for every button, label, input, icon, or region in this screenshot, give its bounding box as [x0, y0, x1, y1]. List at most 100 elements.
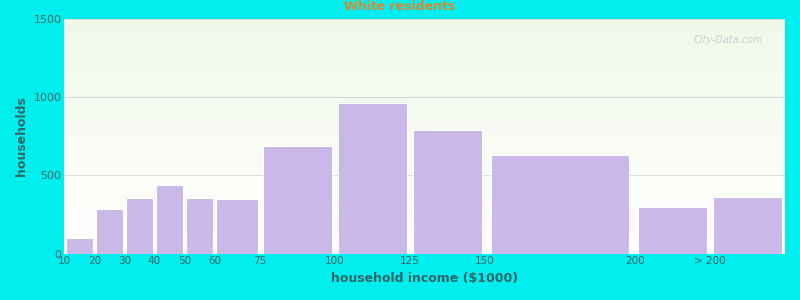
Bar [64, 213, 785, 214]
Bar [64, 34, 785, 35]
Bar [64, 127, 785, 128]
Bar [64, 155, 785, 156]
Bar [64, 223, 785, 224]
Bar [64, 61, 785, 62]
Bar [64, 27, 785, 28]
Bar [64, 73, 785, 74]
Bar [64, 164, 785, 166]
Bar [64, 91, 785, 92]
Bar [64, 48, 785, 50]
Bar [64, 247, 785, 248]
Bar [64, 163, 785, 164]
Bar [64, 93, 785, 94]
Bar [64, 240, 785, 241]
Text: White residents: White residents [345, 0, 455, 13]
Bar [64, 141, 785, 142]
Bar [64, 79, 785, 80]
Bar [64, 231, 785, 232]
Bar [64, 228, 785, 229]
Bar [64, 250, 785, 251]
Bar [64, 45, 785, 46]
Bar [64, 236, 785, 237]
Bar [64, 121, 785, 122]
Bar [64, 183, 785, 184]
Bar [64, 95, 785, 96]
Bar [64, 110, 785, 112]
Bar [64, 203, 785, 204]
Bar [64, 253, 785, 254]
Bar [64, 218, 785, 220]
Bar [64, 242, 785, 243]
Bar [64, 52, 785, 53]
Bar [64, 177, 785, 178]
Bar [64, 109, 785, 110]
Bar [64, 35, 785, 37]
Bar [64, 132, 785, 133]
Bar [262, 146, 331, 254]
Bar [64, 82, 785, 83]
Bar [64, 81, 785, 83]
Bar [64, 96, 785, 98]
Bar [64, 88, 785, 89]
Bar [64, 75, 785, 76]
Bar [64, 60, 785, 61]
Bar [64, 54, 785, 56]
Bar [64, 154, 785, 155]
Bar [95, 209, 123, 254]
Bar [64, 19, 785, 20]
Bar [64, 28, 785, 30]
Bar [64, 214, 785, 215]
Bar [64, 94, 785, 95]
Bar [66, 238, 93, 254]
Bar [64, 140, 785, 141]
Bar [64, 130, 785, 132]
Bar [64, 119, 785, 120]
Bar [64, 150, 785, 152]
Bar [64, 39, 785, 40]
Bar [64, 234, 785, 235]
Bar [64, 222, 785, 223]
Bar [64, 220, 785, 221]
Bar [64, 108, 785, 109]
Bar [64, 101, 785, 102]
Bar [64, 70, 785, 72]
Bar [64, 30, 785, 31]
Bar [64, 245, 785, 247]
Bar [64, 216, 785, 217]
Bar [64, 50, 785, 51]
Bar [64, 78, 785, 79]
Bar [64, 194, 785, 195]
Bar [64, 208, 785, 209]
Bar [64, 65, 785, 66]
Bar [64, 67, 785, 68]
Bar [638, 207, 707, 254]
Bar [64, 120, 785, 121]
Bar [64, 32, 785, 33]
Bar [64, 196, 785, 197]
Bar [64, 221, 785, 222]
Bar [64, 215, 785, 216]
Bar [64, 238, 785, 240]
Bar [64, 142, 785, 143]
Bar [64, 143, 785, 145]
Bar [64, 115, 785, 116]
Bar [64, 197, 785, 199]
Bar [64, 209, 785, 210]
Bar [64, 122, 785, 123]
Bar [64, 87, 785, 88]
Bar [64, 107, 785, 108]
Bar [64, 105, 785, 106]
Bar [126, 198, 154, 254]
Bar [64, 31, 785, 32]
Bar [64, 201, 785, 202]
Bar [64, 159, 785, 160]
Bar [64, 191, 785, 193]
Bar [64, 98, 785, 99]
Bar [64, 62, 785, 64]
Bar [64, 204, 785, 206]
Bar [64, 99, 785, 100]
Bar [216, 199, 258, 254]
Bar [64, 124, 785, 126]
Bar [64, 227, 785, 228]
Bar [64, 206, 785, 207]
